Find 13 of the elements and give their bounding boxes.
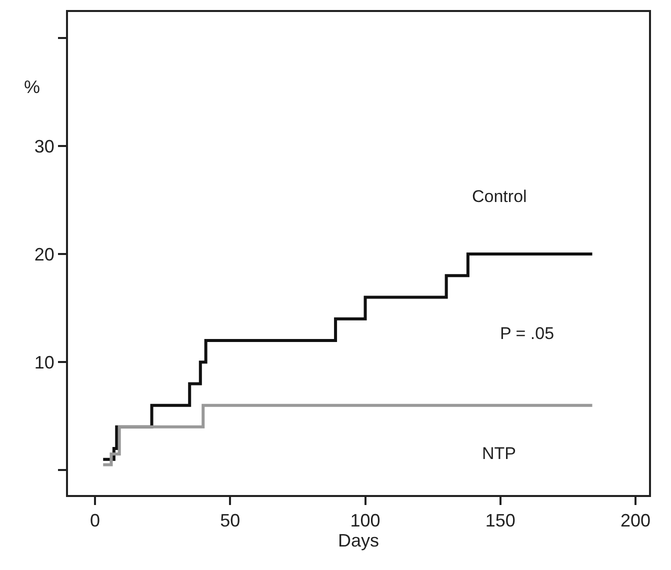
y-tick-label: 20	[34, 244, 54, 264]
x-axis-title: Days	[338, 530, 380, 551]
x-tick-label: 150	[485, 510, 516, 531]
x-tick-label: 0	[90, 510, 100, 531]
text: NTP	[482, 444, 516, 463]
y-tick-label: 10	[34, 352, 54, 372]
x-tick-label: 100	[350, 510, 380, 531]
text: Control	[472, 187, 527, 206]
y-tick-label: 30	[34, 136, 54, 156]
x-tick-label: 200	[620, 510, 651, 531]
annotation: P = .05	[500, 324, 554, 343]
x-tick-label: 50	[220, 510, 240, 531]
y-axis-title: %	[24, 77, 40, 97]
